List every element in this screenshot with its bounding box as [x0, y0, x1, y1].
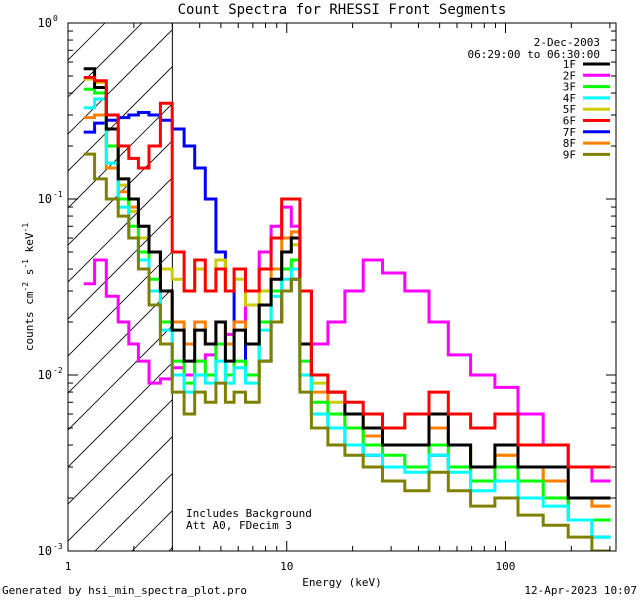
- legend-label: 1F: [563, 58, 576, 71]
- hatch-line: [68, 29, 173, 135]
- y-tick-label: 10: [38, 16, 52, 30]
- legend-label: 2F: [563, 69, 576, 82]
- x-tick-label: 10: [280, 560, 293, 573]
- header-date: 2-Dec-2003: [534, 36, 600, 49]
- annotation-attenuator: Att A0, FDecim 3: [186, 519, 292, 532]
- header-time-range: 06:29:00 to 06:30:00: [468, 48, 600, 61]
- x-axis-label: Energy (keV): [302, 576, 381, 589]
- series-line-2F: [83, 205, 611, 483]
- legend-label: 4F: [563, 92, 576, 105]
- y-tick-label: 10: [38, 544, 52, 558]
- x-tick-label: 1: [65, 560, 72, 573]
- legend-label: 3F: [563, 81, 576, 94]
- footer-timestamp: 12-Apr-2023 10:07: [524, 584, 637, 597]
- hatch-line: [68, 436, 173, 542]
- hatch-line: [68, 66, 173, 172]
- y-tick-exponent: -3: [53, 542, 63, 551]
- legend-label: 6F: [563, 115, 576, 128]
- series-line-6F: [83, 76, 611, 469]
- legend-label: 5F: [563, 103, 576, 116]
- y-axis-label: counts cm-2 s-1 keV-1: [21, 223, 36, 351]
- x-tick-label: 100: [496, 560, 516, 573]
- y-tick-label: 10: [38, 192, 52, 206]
- y-tick-exponent: -1: [53, 190, 63, 199]
- y-tick-exponent: -2: [53, 366, 63, 375]
- x-axis: 1 10 100: [65, 23, 611, 573]
- footer-generator: Generated by hsi_min_spectra_plot.pro: [2, 584, 247, 597]
- hatch-line: [68, 251, 173, 357]
- legend-label: 7F: [563, 126, 576, 139]
- hatch-line: [68, 362, 173, 468]
- legend-label: 8F: [563, 137, 576, 150]
- series-line-9F: [83, 152, 611, 551]
- hatch-line: [68, 399, 173, 505]
- annotation-background: Includes Background: [186, 507, 312, 520]
- series-layer: [83, 67, 611, 551]
- series-line-1F: [83, 67, 611, 500]
- y-tick-exponent: 0: [53, 14, 58, 23]
- plot-frame: [67, 22, 617, 552]
- hatch-line: [68, 214, 173, 320]
- y-tick-label: 10: [38, 368, 52, 382]
- hatch-line: [68, 103, 173, 209]
- hatch-lines: [68, 23, 173, 551]
- chart-title: Count Spectra for RHESSI Front Segments: [178, 2, 507, 18]
- legend-label: 9F: [563, 148, 576, 161]
